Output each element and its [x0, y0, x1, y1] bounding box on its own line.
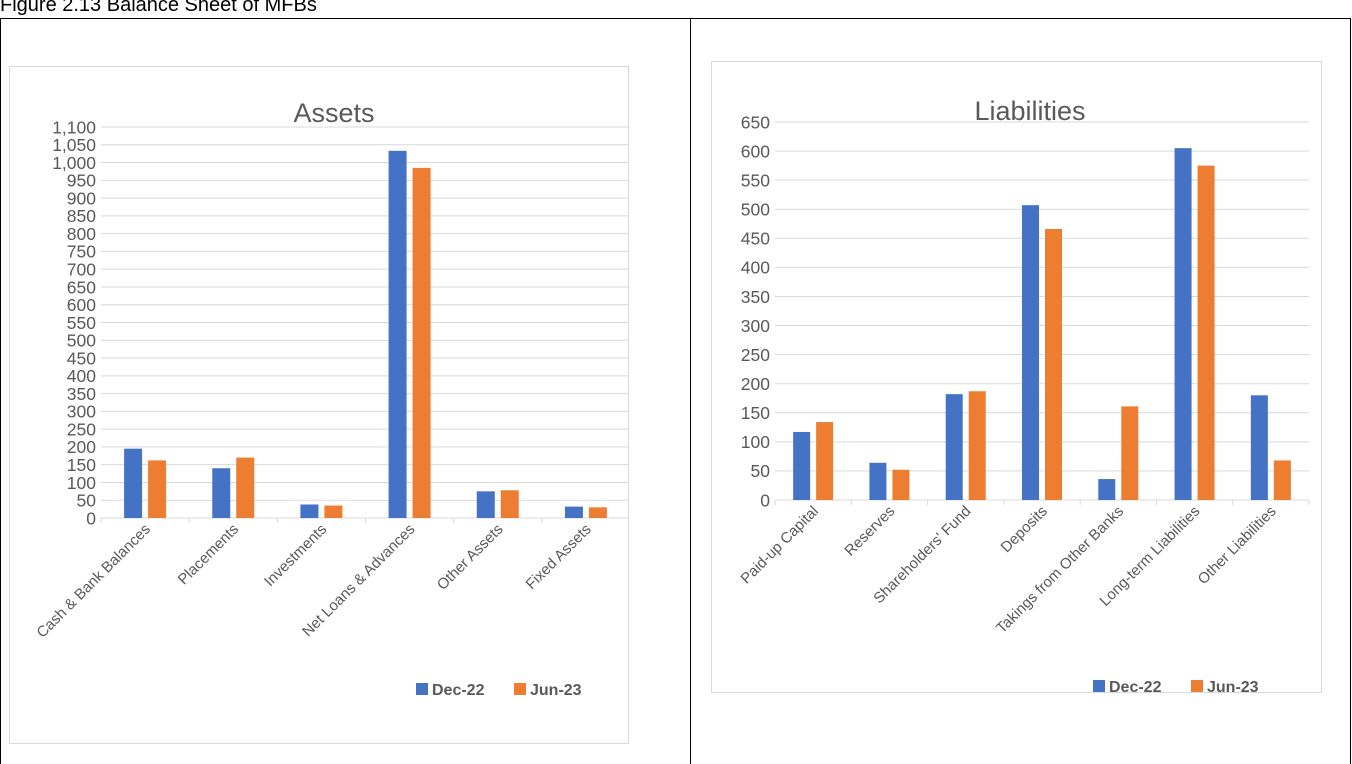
- liab-category-label: Deposits: [998, 503, 1051, 556]
- liab-category-label: Takings from Other Banks: [993, 503, 1127, 637]
- liab-bar-jun-23-paid-up-capital: [816, 422, 834, 500]
- liabilities-chart: Liabilities 0 50 100 150 200 250 300 350 400 450 50…: [711, 61, 1322, 696]
- assets-category-label: Cash & Bank Balances: [33, 521, 154, 642]
- liab-category-label: Reserves: [841, 503, 898, 560]
- assets-bar-dec-22-net-loans-advances: [388, 150, 407, 518]
- liab-y-tick-label: 300: [741, 316, 770, 336]
- assets-y-tick-label: 800: [67, 224, 96, 244]
- assets-y-tick-label: 400: [67, 366, 96, 386]
- assets-y-tick-label: 600: [67, 295, 96, 315]
- assets-legend-swatch-dec-22: [416, 683, 428, 695]
- liab-bar-jun-23-takings-from-other-banks: [1121, 406, 1139, 500]
- liab-y-tick-label: 200: [741, 374, 770, 394]
- liab-y-tick-label: 0: [760, 490, 770, 510]
- liab-y-tick-label: 450: [741, 229, 770, 249]
- liab-bar-dec-22-deposits: [1022, 205, 1039, 500]
- assets-category-label: Other Assets: [434, 521, 507, 594]
- liab-y-tick-label: 600: [741, 141, 770, 161]
- liab-y-tick-label: 650: [741, 112, 770, 132]
- assets-bar-jun-23-net-loans-advances: [412, 167, 431, 519]
- liab-bar-dec-22-paid-up-capital: [793, 431, 811, 500]
- assets-y-tick-label: 950: [67, 171, 96, 191]
- table-column-divider: [690, 18, 691, 764]
- liab-bar-jun-23-shareholders-fund: [968, 391, 986, 500]
- liab-bar-dec-22-other-liabilities: [1250, 395, 1268, 500]
- assets-y-tick-label: 300: [67, 402, 96, 422]
- assets-bar-dec-22-cash-bank-balances: [124, 448, 143, 518]
- assets-bar-jun-23-cash-bank-balances: [148, 460, 167, 518]
- assets-category-label: Investments: [261, 521, 330, 590]
- assets-chart-svg: Assets0501001502002503003504004505005506…: [33, 98, 631, 699]
- assets-y-tick-label: 500: [67, 331, 96, 351]
- liab-y-tick-label: 350: [741, 287, 770, 307]
- liab-bar-dec-22-reserves: [869, 462, 887, 500]
- liab-bar-jun-23-reserves: [892, 469, 910, 500]
- liab-bar-jun-23-other-liabilities: [1273, 460, 1291, 500]
- liab-bar-jun-23-deposits: [1045, 229, 1062, 500]
- liab-y-tick-label: 500: [741, 200, 770, 220]
- liab-legend-label-dec-22: Dec-22: [1109, 679, 1162, 692]
- liab-legend-swatch-jun-23: [1191, 680, 1203, 692]
- liab-y-tick-label: 50: [751, 461, 771, 481]
- assets-bar-dec-22-other-assets: [476, 491, 495, 518]
- assets-category-label: Placements: [175, 521, 242, 588]
- liab-bar-jun-23-long-term-liabilities: [1197, 165, 1215, 500]
- liab-bar-dec-22-shareholders-fund: [945, 394, 963, 500]
- assets-y-tick-label: 1,000: [52, 153, 96, 173]
- assets-bar-jun-23-other-assets: [500, 490, 519, 518]
- assets-y-tick-label: 1,050: [52, 135, 96, 155]
- liab-y-tick-label: 250: [741, 345, 770, 365]
- assets-y-tick-label: 850: [67, 206, 96, 226]
- liab-legend-swatch-dec-22: [1093, 680, 1105, 692]
- assets-bar-dec-22-placements: [212, 468, 231, 518]
- liab-y-tick-label: 550: [741, 170, 770, 190]
- assets-legend-swatch-jun-23: [514, 683, 526, 695]
- assets-y-tick-label: 100: [67, 473, 96, 493]
- assets-bar-jun-23-fixed-assets: [588, 507, 607, 518]
- assets-bar-dec-22-fixed-assets: [564, 506, 583, 518]
- assets-chart-title: Assets: [293, 98, 374, 128]
- assets-y-tick-label: 200: [67, 437, 96, 457]
- assets-y-tick-label: 900: [67, 188, 96, 208]
- assets-bar-jun-23-investments: [324, 505, 343, 518]
- liab-y-tick-label: 400: [741, 258, 770, 278]
- assets-y-tick-label: 550: [67, 313, 96, 333]
- assets-legend-label-jun-23: Jun-23: [530, 682, 582, 699]
- figure-table-border: [0, 18, 1351, 764]
- assets-y-tick-label: 350: [67, 384, 96, 404]
- liab-category-label: Paid-up Capital: [737, 503, 822, 588]
- assets-y-tick-label: 750: [67, 242, 96, 262]
- assets-y-tick-label: 700: [67, 259, 96, 279]
- assets-bar-jun-23-placements: [236, 457, 255, 518]
- liab-y-tick-label: 100: [741, 432, 770, 452]
- assets-y-tick-label: 450: [67, 348, 96, 368]
- assets-category-label: Fixed Assets: [523, 521, 595, 593]
- assets-chart: Assets 0 50 100 150 200 250 300 350 400 450 500 550 6…: [9, 66, 631, 744]
- assets-y-tick-label: 250: [67, 419, 96, 439]
- liabilities-chart-svg: Liabilities 0 50 100 150 200 250 300 350 400 450 50…: [737, 96, 1310, 696]
- assets-legend-label-dec-22: Dec-22: [432, 682, 485, 699]
- liab-legend-label-jun-23: Jun-23: [1207, 679, 1259, 692]
- liab-y-tick-label: 150: [741, 403, 770, 423]
- assets-y-tick-label: 650: [67, 277, 96, 297]
- assets-y-tick-label: 0: [86, 508, 96, 528]
- liab-bar-dec-22-long-term-liabilities: [1174, 148, 1192, 500]
- assets-y-tick-label: 50: [77, 491, 97, 511]
- assets-y-tick-label: 150: [67, 455, 96, 475]
- figure-caption: Figure 2.13 Balance Sheet of MFBs: [0, 0, 317, 16]
- liab-bar-dec-22-takings-from-other-banks: [1098, 479, 1116, 500]
- assets-bar-dec-22-investments: [300, 504, 319, 518]
- liab-chart-title: Liabilities: [974, 96, 1085, 126]
- assets-y-tick-label: 1,100: [52, 117, 96, 137]
- liab-category-label: Other Liabilities: [1195, 503, 1280, 588]
